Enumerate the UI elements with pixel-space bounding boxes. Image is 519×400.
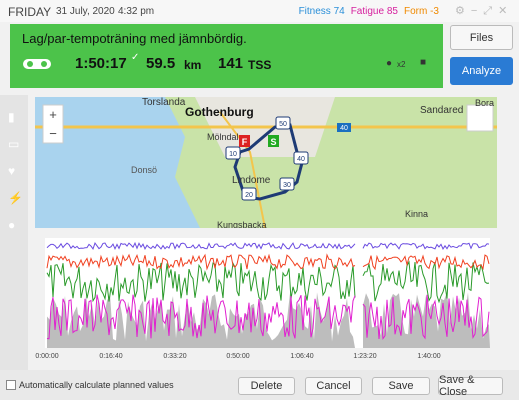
x-tick-label: 1:40:00 (417, 353, 440, 360)
heart-rate-line (46, 253, 490, 271)
files-label: Files (469, 31, 494, 44)
comment-icon: ■ (420, 57, 427, 68)
metric-value: 85 (386, 6, 398, 17)
place-label: Gothenburg (185, 105, 254, 119)
cadence-line (46, 260, 490, 304)
save-close-label: Save & Close (439, 374, 475, 398)
metric: Form -3 (404, 6, 439, 17)
place-label: Kinna (405, 209, 428, 219)
top-bar (0, 0, 519, 22)
metric: Fitness 74 (299, 6, 345, 17)
delete-label: Delete (250, 380, 283, 392)
files-button[interactable]: Files (450, 25, 513, 50)
check-icon: ✓ (131, 52, 140, 63)
route-marker (275, 116, 291, 130)
time: 4:32 pm (118, 6, 155, 17)
start-label: S (270, 137, 276, 147)
x-tick-label: 0:16:40 (99, 353, 122, 360)
cancel-label: Cancel (316, 380, 351, 392)
x-tick-label: 1:06:40 (290, 353, 313, 360)
checkbox[interactable] (6, 380, 16, 390)
x-tick-label: 0:00:00 (35, 353, 58, 360)
x-tick-label: 0:33:20 (163, 353, 186, 360)
day: FRIDAY (8, 5, 52, 19)
route-marker-label: 50 (279, 121, 287, 128)
tss: 141 (218, 55, 244, 72)
save-close-button[interactable]: Save & Close (438, 374, 503, 398)
route-marker-label: 40 (297, 156, 305, 163)
sidebar-icons: ▮ ▭ ♥ ⚡ ● (8, 110, 23, 232)
workout-title: Lag/par-tempoträning med jämnbördig. (22, 31, 247, 46)
sidebar (0, 95, 28, 370)
tss-unit: TSS (248, 58, 272, 72)
power-line (46, 294, 490, 341)
bike-icon (23, 59, 51, 69)
metric-label: Fatigue (350, 6, 385, 17)
place-label: Lindome (232, 175, 271, 186)
start-flag (268, 135, 279, 147)
metric-label: Form (403, 6, 428, 17)
distance: 59.5 (146, 55, 176, 72)
route-marker-label: 30 (283, 182, 291, 189)
date: 31 July, 2020 (56, 6, 115, 17)
metric: Fatigue 85 (351, 6, 398, 17)
save-button[interactable]: Save (372, 377, 430, 395)
place-label: Bora (475, 98, 494, 108)
place-label: Sandared (420, 105, 463, 116)
analyze-label: Analyze (461, 65, 502, 77)
route-marker-label: 10 (229, 151, 237, 158)
elevation-area (47, 292, 355, 348)
cancel-button[interactable]: Cancel (305, 377, 362, 395)
svg-text:−: − (49, 126, 57, 141)
route-marker-label: 20 (245, 192, 253, 199)
svg-text:+: + (49, 107, 57, 122)
metric-label: Fitness (298, 6, 331, 17)
highway-shield (337, 123, 351, 132)
x-tick-label: 0:50:00 (226, 353, 249, 360)
speed-line (46, 241, 490, 251)
route-marker (293, 151, 309, 165)
route-marker (241, 187, 257, 201)
finish-label: F (242, 137, 248, 147)
place-label: Kungsbacka (217, 220, 267, 228)
medal-icon: ● (386, 58, 393, 69)
x-tick-label: 1:23:20 (353, 353, 376, 360)
place-label: Donsö (131, 165, 157, 175)
metrics: Fitness 74 Fatigue 85 Form -3 (293, 6, 439, 17)
metric-value: -3 (430, 6, 439, 17)
place-label: Mölndal (207, 132, 239, 142)
finish-flag (239, 135, 250, 147)
count: x2 (397, 60, 406, 69)
checkbox-label: Automatically calculate planned values (19, 380, 174, 390)
workout-card (10, 24, 443, 88)
highway-label: 40 (340, 125, 348, 132)
save-label: Save (388, 380, 414, 392)
workout-chart: 0:00:00 0:16:40 0:33:20 0:50:00 1:06:40 1:23:… (35, 238, 490, 360)
route-marker (279, 177, 295, 191)
metric-value: 74 (333, 6, 345, 17)
window-icons: ⚙−⤢✕ (455, 5, 514, 17)
analyze-button[interactable]: Analyze (450, 57, 513, 85)
distance-unit: km (184, 58, 202, 72)
route-marker (225, 146, 241, 160)
delete-button[interactable]: Delete (238, 377, 295, 395)
duration: 1:50:17 (75, 55, 127, 72)
place-label: Torslanda (142, 97, 186, 108)
